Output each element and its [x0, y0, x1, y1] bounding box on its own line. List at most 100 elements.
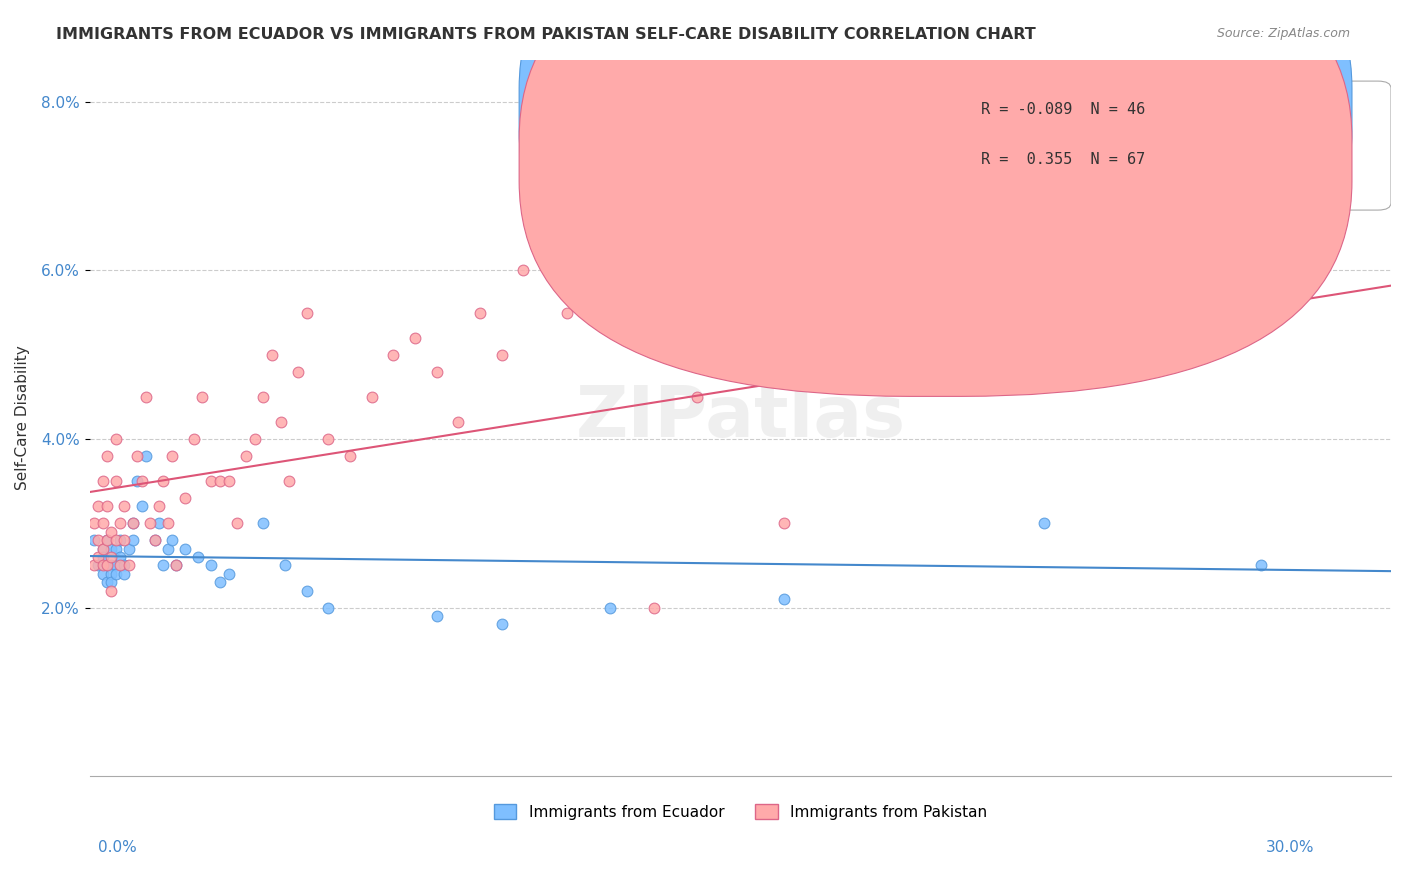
Point: [104, 533, 127, 548]
Point: [599, 600, 621, 615]
Point: [87, 500, 110, 514]
Point: [278, 474, 301, 488]
Point: [143, 533, 166, 548]
Point: [122, 533, 145, 548]
Point: [166, 558, 188, 573]
Text: 0.0%: 0.0%: [98, 840, 138, 855]
Point: [208, 575, 231, 590]
Point: [104, 541, 127, 556]
Point: [360, 390, 382, 404]
Point: [295, 583, 318, 598]
Point: [200, 558, 222, 573]
Point: [382, 348, 405, 362]
Point: [166, 558, 188, 573]
Point: [91, 566, 114, 581]
Y-axis label: Self-Care Disability: Self-Care Disability: [15, 345, 30, 491]
Point: [252, 390, 274, 404]
Point: [100, 524, 122, 539]
Text: IMMIGRANTS FROM ECUADOR VS IMMIGRANTS FROM PAKISTAN SELF-CARE DISABILITY CORRELA: IMMIGRANTS FROM ECUADOR VS IMMIGRANTS FR…: [56, 27, 1036, 42]
Point: [152, 558, 174, 573]
Point: [243, 432, 266, 446]
Point: [100, 575, 122, 590]
Point: [815, 348, 838, 362]
Point: [555, 305, 578, 319]
Point: [148, 516, 170, 531]
FancyBboxPatch shape: [519, 0, 1353, 396]
Point: [339, 449, 361, 463]
Point: [108, 516, 131, 531]
Point: [426, 365, 449, 379]
Point: [156, 541, 179, 556]
Point: [112, 533, 135, 548]
Point: [100, 583, 122, 598]
Point: [772, 592, 794, 607]
Point: [468, 305, 491, 319]
Point: [274, 558, 297, 573]
Point: [131, 474, 153, 488]
Point: [599, 221, 621, 235]
Point: [512, 263, 534, 277]
Point: [112, 558, 135, 573]
Point: [295, 305, 318, 319]
Point: [1250, 558, 1272, 573]
Point: [87, 558, 110, 573]
Point: [122, 516, 145, 531]
Point: [491, 617, 513, 632]
Point: [91, 558, 114, 573]
Point: [108, 558, 131, 573]
Point: [287, 365, 309, 379]
Point: [112, 566, 135, 581]
Text: ZIPatlas: ZIPatlas: [575, 384, 905, 452]
Point: [686, 390, 709, 404]
Point: [100, 549, 122, 564]
Point: [96, 575, 118, 590]
Point: [772, 516, 794, 531]
Point: [183, 432, 205, 446]
Point: [91, 549, 114, 564]
Point: [91, 541, 114, 556]
Point: [174, 491, 197, 505]
Point: [152, 474, 174, 488]
Point: [131, 500, 153, 514]
Text: 30.0%: 30.0%: [1267, 840, 1315, 855]
Point: [83, 558, 105, 573]
Point: [91, 516, 114, 531]
Text: R =  0.355  N = 67: R = 0.355 N = 67: [981, 153, 1146, 168]
Point: [226, 516, 249, 531]
Point: [270, 415, 292, 429]
Text: R = -0.089  N = 46: R = -0.089 N = 46: [981, 103, 1146, 117]
FancyBboxPatch shape: [519, 0, 1353, 346]
Legend: Immigrants from Ecuador, Immigrants from Pakistan: Immigrants from Ecuador, Immigrants from…: [488, 797, 993, 826]
Point: [235, 449, 257, 463]
Point: [87, 533, 110, 548]
Point: [127, 449, 149, 463]
Point: [91, 474, 114, 488]
Point: [87, 549, 110, 564]
Point: [108, 549, 131, 564]
Point: [122, 516, 145, 531]
FancyBboxPatch shape: [883, 81, 1391, 211]
Point: [118, 558, 141, 573]
Point: [127, 474, 149, 488]
Point: [174, 541, 197, 556]
Point: [156, 516, 179, 531]
Point: [148, 500, 170, 514]
Point: [83, 533, 105, 548]
Point: [208, 474, 231, 488]
Point: [447, 415, 470, 429]
Text: Source: ZipAtlas.com: Source: ZipAtlas.com: [1216, 27, 1350, 40]
Point: [96, 533, 118, 548]
Point: [112, 500, 135, 514]
Point: [160, 449, 183, 463]
Point: [643, 600, 665, 615]
Point: [104, 566, 127, 581]
Point: [187, 549, 209, 564]
Point: [104, 432, 127, 446]
Point: [100, 541, 122, 556]
Point: [404, 331, 426, 345]
Point: [426, 609, 449, 624]
Point: [96, 558, 118, 573]
Point: [218, 566, 240, 581]
Point: [96, 558, 118, 573]
Point: [135, 449, 157, 463]
